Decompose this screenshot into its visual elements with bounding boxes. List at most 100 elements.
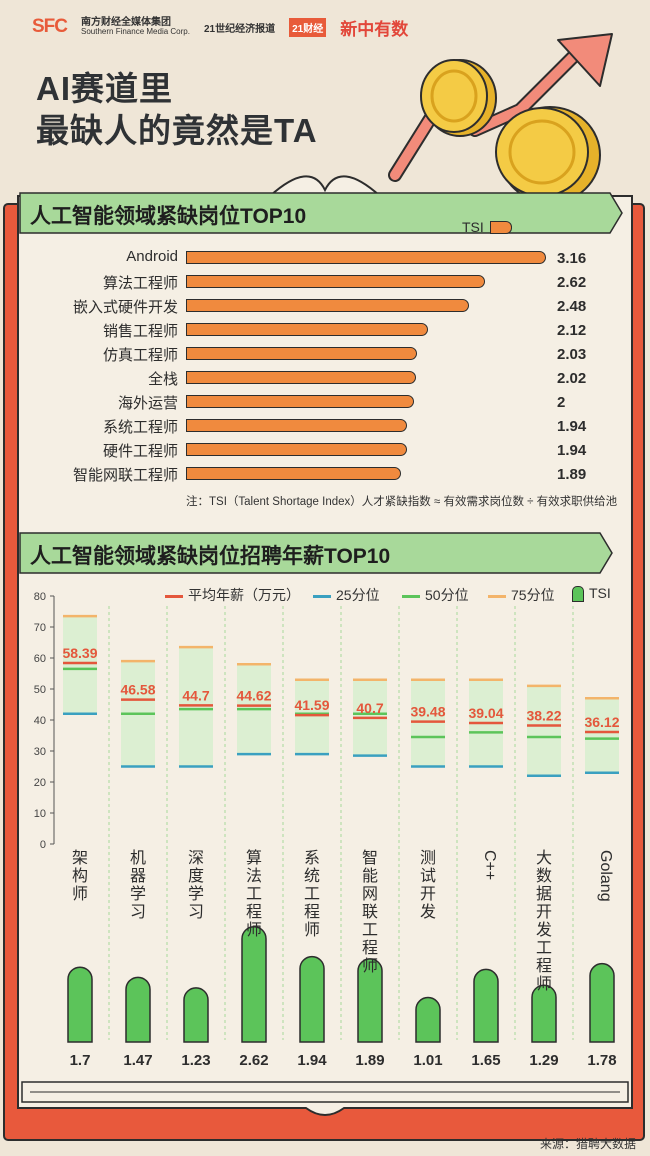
tsi-legend-label: TSI — [462, 219, 484, 235]
tsi-category-label: 全栈 — [147, 371, 178, 388]
tsi-value-label: 2.48 — [557, 298, 587, 315]
tsi-pill-value-label: 1.78 — [587, 1052, 617, 1069]
tsi-value-label: 1.94 — [557, 442, 587, 459]
avg-value-label: 38.22 — [526, 708, 561, 724]
tsi-pill-bar — [531, 984, 557, 1043]
salary-range-box — [295, 679, 329, 755]
tsi-category-label: 硬件工程师 — [102, 443, 178, 460]
logo-bar: SFC 南方财经全媒体集团 Southern Finance Media Cor… — [32, 16, 408, 40]
tsi-category-label: 仿真工程师 — [102, 347, 178, 364]
tsi-bar — [186, 443, 408, 456]
tsi-value-label: 2.62 — [557, 274, 587, 291]
salary-category-label: 大数据开发工程师 — [535, 850, 552, 993]
legend-p25: 25分位 — [313, 585, 380, 605]
tsi-category-label: 嵌入式硬件开发 — [72, 299, 178, 316]
avg-value-label: 58.39 — [62, 645, 97, 661]
tsi-pill-bar — [589, 962, 615, 1043]
salary-category-label: 算法工程师 — [245, 850, 262, 939]
avg-value-label: 39.04 — [468, 705, 503, 721]
tsi-bar — [186, 347, 418, 360]
avg-value-label: 44.7 — [182, 687, 209, 703]
tsi-pill-bar — [299, 955, 325, 1043]
page-lines — [21, 1081, 629, 1103]
coin-icon — [420, 59, 497, 137]
tsi-category-label: 海外运营 — [117, 395, 178, 412]
legend-p50-label: 50分位 — [425, 587, 469, 603]
tsi-value-label: 2.12 — [557, 322, 587, 339]
tsi-pill-bar — [125, 976, 151, 1043]
tsi-pill-bar — [415, 996, 441, 1043]
avg-value-label: 36.12 — [584, 714, 619, 730]
tsi-value-label: 3.16 — [557, 250, 587, 267]
tsi-bar — [186, 467, 402, 480]
salary-category-label: 机器学习 — [129, 850, 146, 921]
logo-sfc-en: Southern Finance Media Corp. — [81, 27, 190, 36]
tsi-pill-value-label: 1.89 — [355, 1052, 385, 1069]
tsi-value-label: 2.02 — [557, 370, 587, 387]
avg-value-label: 44.62 — [236, 688, 271, 704]
coin-large-icon — [495, 106, 601, 204]
tsi-bar — [186, 251, 547, 264]
tsi-category-label: 智能网联工程师 — [72, 467, 178, 484]
tsi-category-label: 算法工程师 — [102, 275, 178, 292]
y-tick-label: 0 — [40, 839, 46, 851]
logo-sfc-cn: 南方财经全媒体集团 — [81, 17, 171, 28]
tsi-category-label: Android — [126, 248, 178, 265]
tsi-pill-value-label: 1.47 — [123, 1052, 153, 1069]
tsi-note: 注：TSI（Talent Shortage Index）人才紧缺指数 ≈ 有效需… — [186, 496, 618, 508]
y-tick-label: 10 — [34, 808, 46, 820]
book-page — [17, 175, 633, 1116]
salary-category-label: 系统工程师 — [303, 850, 320, 939]
legend-tsi: TSI — [572, 585, 611, 603]
tsi-pill-value-label: 1.94 — [297, 1052, 327, 1069]
tsi-value-label: 1.94 — [557, 418, 587, 435]
tsi-pill-value-label: 1.01 — [413, 1052, 443, 1069]
page-title-line1: AI赛道里 — [36, 70, 173, 107]
tsi-bar — [186, 299, 469, 312]
logo-sfc: SFC — [32, 16, 68, 37]
salary-category-label: Golang — [597, 850, 614, 902]
legend-p50: 50分位 — [402, 585, 469, 605]
section2-title: 人工智能领域紧缺岗位招聘年薪TOP10 — [30, 545, 391, 568]
logo-21sj: 21世纪经济报道 — [203, 23, 276, 35]
tsi-category-label: 系统工程师 — [102, 419, 178, 436]
tsi-pill-value-label: 2.62 — [239, 1052, 269, 1069]
y-tick-label: 70 — [34, 622, 46, 634]
logo-21cj: 21财经 — [289, 17, 327, 37]
tsi-pill-bar — [357, 958, 383, 1043]
avg-value-label: 41.59 — [294, 697, 329, 713]
tsi-value-label: 2 — [557, 394, 566, 411]
tsi-bar — [186, 275, 485, 288]
salary-range-box — [63, 616, 97, 714]
source-note: 来源：猎聘大数据 — [539, 1137, 636, 1151]
legend-p25-label: 25分位 — [336, 587, 380, 603]
salary-category-label: 架构师 — [71, 850, 88, 903]
y-tick-label: 20 — [34, 777, 46, 789]
y-tick-label: 30 — [34, 746, 46, 758]
page-title-line2: 最缺人的竟然是TA — [36, 112, 318, 149]
tsi-category-label: 销售工程师 — [102, 323, 178, 340]
y-tick-label: 80 — [34, 591, 46, 603]
tsi-pill-bar — [183, 987, 209, 1043]
avg-value-label: 46.58 — [120, 682, 155, 698]
legend-avg-label: 平均年薪（万元） — [188, 587, 300, 603]
avg-value-label: 39.48 — [410, 704, 445, 720]
tsi-pill-value-label: 1.7 — [69, 1052, 91, 1069]
section1-title: 人工智能领域紧缺岗位TOP10 — [30, 205, 307, 228]
tsi-legend-swatch — [489, 220, 512, 234]
salary-range-box — [585, 698, 619, 773]
tsi-bar — [186, 323, 428, 336]
tsi-pill-value-label: 1.29 — [529, 1052, 559, 1069]
tsi-pill-bar — [67, 966, 93, 1043]
avg-value-label: 40.7 — [356, 700, 383, 716]
tsi-value-label: 2.03 — [557, 346, 587, 363]
y-tick-label: 60 — [34, 653, 46, 665]
tsi-value-label: 1.89 — [557, 466, 587, 483]
salary-category-label: 测试开发 — [419, 850, 436, 921]
logo-sfc-name: 南方财经全媒体集团 Southern Finance Media Corp. — [81, 17, 190, 37]
tsi-bar — [186, 395, 414, 408]
salary-range-box — [179, 647, 213, 767]
tsi-bar — [186, 419, 408, 432]
